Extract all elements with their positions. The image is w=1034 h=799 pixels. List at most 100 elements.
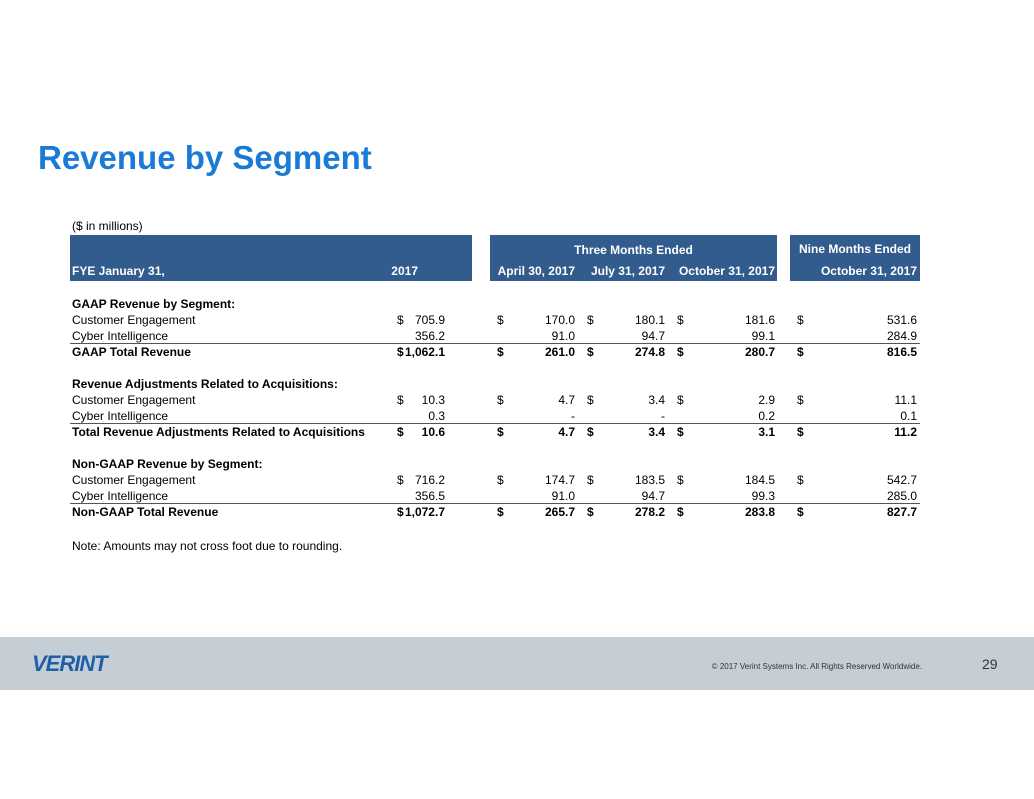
value: 181.6	[744, 313, 775, 327]
currency: $	[677, 425, 684, 439]
value: 1,062.1	[404, 345, 445, 359]
page-number: 29	[982, 656, 998, 672]
currency: $	[677, 473, 684, 487]
section-heading: Revenue Adjustments Related to Acquisiti…	[72, 377, 338, 391]
currency: $	[587, 313, 594, 327]
value: 285.0	[886, 489, 917, 503]
total-rule	[70, 503, 920, 504]
value: 3.1	[758, 425, 775, 439]
value: 280.7	[744, 345, 775, 359]
value: 283.8	[744, 505, 775, 519]
units: ($ in millions)	[72, 219, 143, 233]
currency: $	[397, 505, 404, 519]
value: 2.9	[758, 393, 775, 407]
currency: $	[497, 313, 504, 327]
value: 265.7	[544, 505, 575, 519]
row-label: Cyber Intelligence	[72, 409, 169, 423]
value: 284.9	[886, 329, 917, 343]
value: 99.3	[751, 489, 775, 503]
currency: $	[497, 505, 504, 519]
value: 94.7	[641, 329, 665, 343]
value: 1,072.7	[404, 505, 445, 519]
value: 10.3	[421, 393, 445, 407]
header-block	[790, 235, 920, 281]
currency: $	[797, 313, 804, 327]
currency: $	[397, 425, 404, 439]
header-block	[70, 235, 472, 281]
value: 183.5	[634, 473, 665, 487]
currency: $	[587, 473, 594, 487]
column-header: 2017	[391, 264, 418, 278]
currency: $	[497, 345, 504, 359]
currency: $	[797, 425, 804, 439]
value: 11.1	[894, 393, 917, 407]
currency: $	[587, 425, 594, 439]
group-label: Three Months Ended	[574, 243, 693, 257]
value: 91.0	[551, 489, 575, 503]
column-header: FYE January 31,	[72, 264, 165, 278]
value: 184.5	[744, 473, 775, 487]
footer-band	[0, 637, 1034, 690]
title: Revenue by Segment	[38, 139, 372, 176]
currency: $	[587, 393, 594, 407]
value: 705.9	[414, 313, 445, 327]
value: 3.4	[648, 393, 665, 407]
group-label: Nine Months Ended	[799, 242, 911, 256]
value: 356.2	[414, 329, 445, 343]
value: 356.5	[414, 489, 445, 503]
column-header: April 30, 2017	[497, 264, 575, 278]
currency: $	[497, 425, 504, 439]
total-label: Non-GAAP Total Revenue	[72, 505, 219, 519]
currency: $	[677, 313, 684, 327]
value: 827.7	[886, 505, 917, 519]
currency: $	[397, 345, 404, 359]
currency: $	[397, 473, 404, 487]
value: 0.3	[428, 409, 445, 423]
currency: $	[587, 505, 594, 519]
currency: $	[797, 473, 804, 487]
currency: $	[677, 393, 684, 407]
currency: $	[797, 393, 804, 407]
value: 174.7	[544, 473, 575, 487]
note: Note: Amounts may not cross foot due to …	[72, 539, 343, 553]
value: 94.7	[641, 489, 665, 503]
currency: $	[497, 473, 504, 487]
row-label: Cyber Intelligence	[72, 329, 169, 343]
value: 99.1	[751, 329, 775, 343]
value: 716.2	[414, 473, 445, 487]
value: 4.7	[558, 393, 575, 407]
value: 10.6	[421, 425, 445, 439]
value: 278.2	[634, 505, 665, 519]
value: -	[571, 409, 575, 423]
value: 0.2	[758, 409, 775, 423]
value: 531.6	[886, 313, 917, 327]
total-rule	[70, 343, 920, 344]
column-header: July 31, 2017	[590, 264, 665, 278]
total-label: Total Revenue Adjustments Related to Acq…	[72, 425, 365, 439]
row-label: Customer Engagement	[72, 473, 196, 487]
currency: $	[797, 505, 804, 519]
section-heading: GAAP Revenue by Segment:	[72, 297, 236, 311]
row-label: Cyber Intelligence	[72, 489, 169, 503]
logo: VERINT	[32, 651, 108, 676]
column-header: October 31, 2017	[820, 264, 917, 278]
column-header: October 31, 2017	[678, 264, 775, 278]
value: 170.0	[544, 313, 575, 327]
value: 261.0	[544, 345, 575, 359]
currency: $	[497, 393, 504, 407]
value: 816.5	[886, 345, 917, 359]
currency: $	[397, 313, 404, 327]
value: 4.7	[558, 425, 575, 439]
value: 180.1	[634, 313, 665, 327]
copyright: © 2017 Verint Systems Inc. All Rights Re…	[711, 662, 922, 671]
value: 274.8	[634, 345, 665, 359]
currency: $	[397, 393, 404, 407]
value: 91.0	[551, 329, 575, 343]
value: 11.2	[894, 425, 917, 439]
value: -	[661, 409, 665, 423]
currency: $	[677, 505, 684, 519]
total-rule	[70, 423, 920, 424]
value: 0.1	[900, 409, 917, 423]
row-label: Customer Engagement	[72, 393, 196, 407]
